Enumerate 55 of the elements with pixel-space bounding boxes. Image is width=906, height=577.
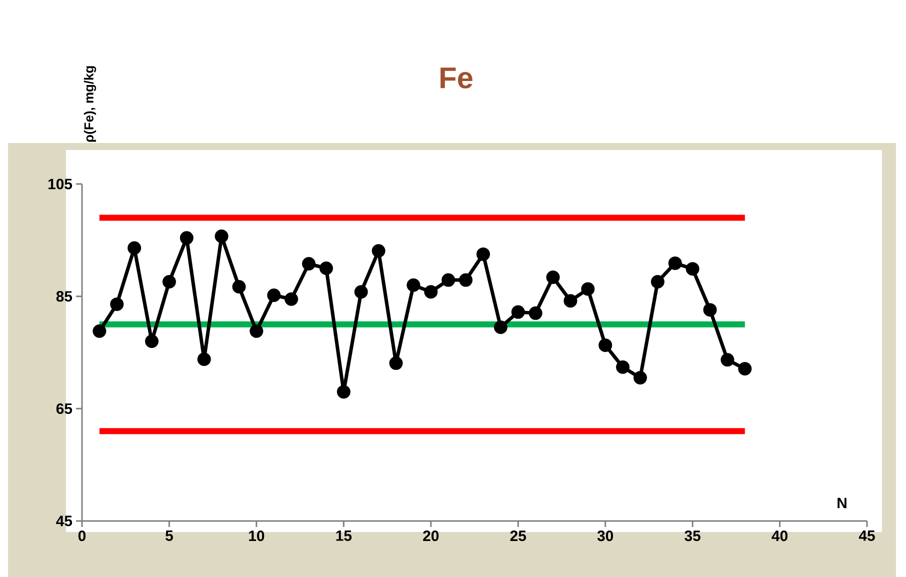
point bbox=[442, 273, 456, 287]
point bbox=[668, 256, 682, 270]
x-tick-label: 30 bbox=[597, 530, 614, 542]
point bbox=[128, 241, 142, 255]
x-tick-label: 15 bbox=[336, 530, 352, 541]
point bbox=[319, 262, 333, 275]
point bbox=[720, 353, 734, 367]
point bbox=[459, 273, 473, 287]
point bbox=[250, 324, 264, 338]
point bbox=[389, 356, 403, 370]
point bbox=[372, 244, 386, 258]
point bbox=[302, 257, 316, 271]
x-tick-label: 0 bbox=[78, 530, 86, 542]
x-tick-label: 40 bbox=[772, 530, 788, 542]
point bbox=[703, 303, 717, 317]
point bbox=[476, 247, 490, 261]
point bbox=[424, 285, 438, 299]
point bbox=[564, 294, 578, 308]
point bbox=[197, 352, 211, 366]
point bbox=[581, 282, 595, 296]
x-tick-label: 45 bbox=[858, 530, 875, 541]
x-tick-label: 5 bbox=[166, 530, 173, 541]
point bbox=[511, 305, 525, 319]
point bbox=[92, 324, 106, 338]
point bbox=[406, 278, 420, 292]
point bbox=[598, 338, 612, 352]
point bbox=[232, 280, 246, 294]
point bbox=[284, 292, 298, 306]
point bbox=[145, 334, 159, 348]
x-axis-title: N bbox=[838, 498, 846, 508]
y-tick-label: 85 bbox=[56, 291, 72, 302]
point bbox=[738, 362, 752, 376]
point bbox=[616, 360, 630, 374]
point bbox=[650, 274, 664, 288]
point bbox=[180, 231, 194, 245]
point bbox=[267, 288, 281, 302]
point bbox=[528, 306, 542, 320]
y-axis-title: ρ(Fe), mg/kg bbox=[84, 66, 96, 142]
y-tick-label: 105 bbox=[48, 178, 72, 190]
y-tick-label: 65 bbox=[56, 403, 72, 414]
point bbox=[214, 229, 228, 243]
x-tick-label: 20 bbox=[423, 530, 439, 542]
point bbox=[494, 320, 508, 334]
y-tick-label: 45 bbox=[56, 516, 72, 526]
point bbox=[336, 385, 350, 399]
point bbox=[686, 262, 700, 276]
point bbox=[110, 297, 124, 311]
x-tick-label: 10 bbox=[249, 530, 264, 542]
chart-title: Fe bbox=[440, 68, 472, 88]
x-tick-label: 35 bbox=[684, 530, 700, 542]
x-tick-label: 25 bbox=[510, 530, 526, 542]
point bbox=[162, 274, 176, 288]
point bbox=[633, 371, 647, 385]
point bbox=[354, 285, 368, 299]
point bbox=[546, 270, 560, 284]
